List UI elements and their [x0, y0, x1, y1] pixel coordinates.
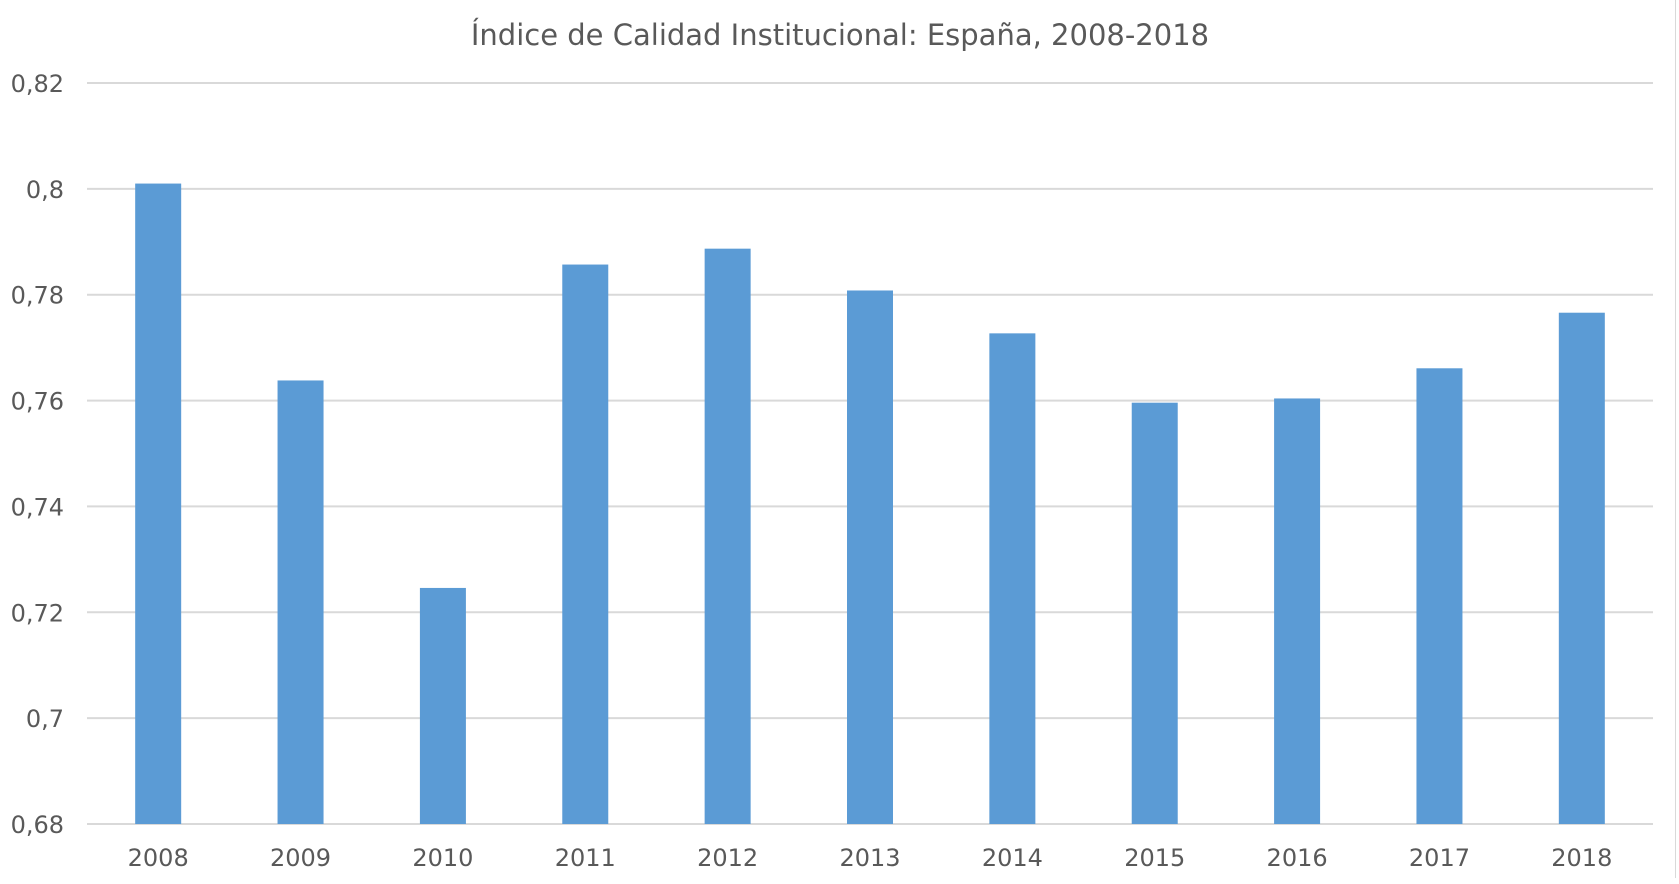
x-tick-label: 2018: [1551, 844, 1612, 872]
y-tick-label: 0,68: [11, 811, 64, 839]
bar-2014: [989, 333, 1036, 824]
y-axis: 0,68 0,7 0,72 0,74 0,76 0,78 0,8 0,82: [11, 70, 64, 839]
bar-2008: [135, 183, 182, 825]
bar-2016: [1274, 398, 1321, 824]
x-tick-label: 2016: [1267, 844, 1328, 872]
y-tick-label: 0,74: [11, 493, 64, 521]
chart-title: Índice de Calidad Institucional: España,…: [471, 18, 1209, 52]
bar-2011: [562, 264, 609, 824]
bar-2013: [847, 290, 893, 825]
y-tick-label: 0,76: [11, 388, 64, 416]
y-tick-label: 0,82: [11, 70, 64, 98]
x-tick-label: 2012: [697, 844, 758, 872]
bar-2018: [1558, 312, 1605, 824]
bar-2017: [1416, 368, 1463, 824]
x-tick-label: 2013: [839, 844, 900, 872]
y-tick-label: 0,78: [11, 282, 64, 310]
x-tick-label: 2017: [1409, 844, 1470, 872]
bar-2015: [1131, 402, 1178, 824]
x-axis: 2008 2009 2010 2011 2012 2013 2014 2015 2016 2017…: [128, 844, 1613, 872]
bar-2010: [419, 587, 466, 824]
x-tick-label: 2010: [412, 844, 473, 872]
bars: [135, 183, 1605, 825]
bar-2009: [277, 380, 324, 824]
y-tick-label: 0,7: [26, 705, 64, 733]
x-tick-label: 2011: [555, 844, 616, 872]
bar-2012: [704, 248, 751, 824]
x-tick-label: 2009: [270, 844, 331, 872]
x-tick-label: 2014: [982, 844, 1043, 872]
x-tick-label: 2015: [1124, 844, 1185, 872]
x-tick-label: 2008: [128, 844, 189, 872]
y-tick-label: 0,72: [11, 599, 64, 627]
y-tick-label: 0,8: [26, 176, 64, 204]
